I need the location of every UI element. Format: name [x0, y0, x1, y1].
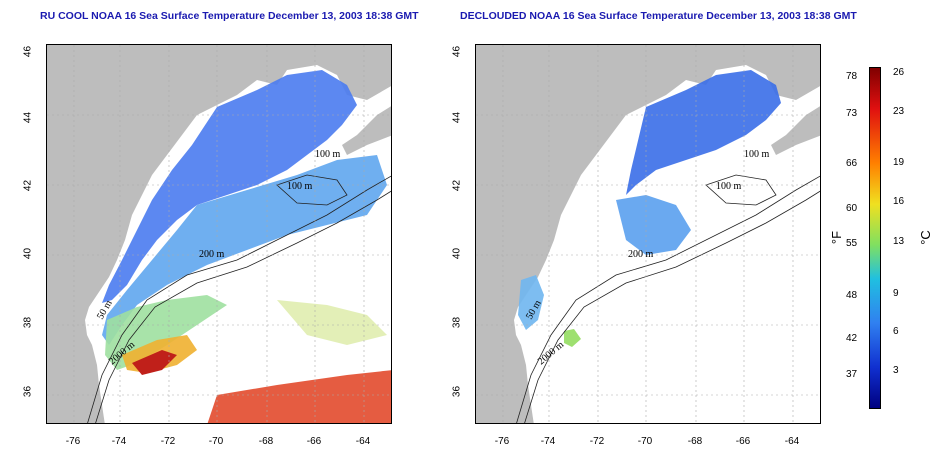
- left-map-canvas: 100 m 100 m 200 m 50 m 2000 m: [47, 45, 391, 423]
- lat-tick: 36: [22, 385, 34, 398]
- lon-tick: -72: [160, 436, 176, 447]
- lon-tick: -74: [111, 436, 127, 447]
- sst-hot-core: [132, 350, 177, 375]
- lat-tick: 40: [451, 247, 463, 260]
- lat-tick: 40: [22, 247, 34, 260]
- colorbar-c-tick: 6: [893, 326, 899, 337]
- contour-line: [95, 190, 391, 423]
- lon-tick: -76: [65, 436, 81, 447]
- left-sst-map: 100 m 100 m 200 m 50 m 2000 m: [46, 44, 392, 424]
- right-sst-map: 100 m 100 m 200 m 50 m 2000 m: [475, 44, 821, 424]
- contour-line: [276, 174, 348, 206]
- colorbar-c-tick: 26: [893, 67, 905, 78]
- sst-cold-north: [626, 70, 781, 195]
- lon-tick: -72: [589, 436, 605, 447]
- colorbar-c-tick: 19: [893, 157, 905, 168]
- unit-fahrenheit-label: °F: [829, 230, 845, 245]
- contour-line: [516, 175, 820, 423]
- contour-line: [524, 190, 820, 423]
- contour-label-100-b: 100 m: [716, 181, 742, 192]
- left-map-title: RU COOL NOAA 16 Sea Surface Temperature …: [40, 10, 419, 22]
- sst-patch-east: [277, 300, 387, 345]
- colorbar-c-tick: 16: [893, 196, 905, 207]
- nova-scotia: [342, 106, 391, 155]
- unit-celsius-label: °C: [917, 230, 933, 245]
- sst-cold-north: [102, 70, 357, 303]
- graticule: [47, 45, 391, 423]
- lon-tick: -64: [355, 436, 371, 447]
- sst-cool-patch-south: [518, 275, 544, 330]
- colorbar-f-tick: 73: [846, 108, 858, 119]
- contour-label-100-a: 100 m: [315, 149, 341, 160]
- contour-label-200: 200 m: [628, 249, 654, 260]
- lat-tick: 46: [451, 45, 463, 58]
- colorbar-f-tick: 42: [846, 333, 858, 344]
- lat-tick: 46: [22, 45, 34, 58]
- colorbar-c-tick: 3: [893, 365, 899, 376]
- colorbar-f-tick: 66: [846, 158, 858, 169]
- lon-tick: -74: [540, 436, 556, 447]
- lat-tick: 44: [451, 111, 463, 124]
- colorbar-f-tick: 55: [846, 238, 858, 249]
- nova-scotia: [771, 106, 820, 155]
- lat-tick: 44: [22, 111, 34, 124]
- lon-tick: -66: [306, 436, 322, 447]
- colorbar-c-tick: 23: [893, 106, 905, 117]
- colorbar-f-tick: 48: [846, 290, 858, 301]
- lon-tick: -64: [784, 436, 800, 447]
- contour-label-2000: 2000 m: [536, 339, 566, 367]
- lon-tick: -70: [637, 436, 653, 447]
- graticule: [476, 45, 820, 423]
- right-map-canvas: 100 m 100 m 200 m 50 m 2000 m: [476, 45, 820, 423]
- colorbar-f-tick: 78: [846, 71, 858, 82]
- lat-tick: 38: [451, 316, 463, 329]
- sst-green-patch: [564, 329, 581, 347]
- lon-tick: -68: [687, 436, 703, 447]
- land-mass: [476, 45, 820, 423]
- lat-tick: 38: [22, 316, 34, 329]
- lat-tick: 42: [451, 179, 463, 192]
- lat-tick: 36: [451, 385, 463, 398]
- lon-tick: -68: [258, 436, 274, 447]
- contour-line: [705, 174, 777, 206]
- contour-label-100-a: 100 m: [744, 149, 770, 160]
- sst-gulf-stream-south: [207, 370, 391, 423]
- right-map-title: DECLOUDED NOAA 16 Sea Surface Temperatur…: [460, 10, 857, 22]
- sst-cool-shelf: [102, 155, 387, 345]
- lat-tick: 42: [22, 179, 34, 192]
- lon-tick: -76: [494, 436, 510, 447]
- temperature-colorbar: [869, 67, 881, 409]
- contour-label-200: 200 m: [199, 249, 225, 260]
- sst-cool-shelf: [616, 195, 691, 255]
- land-mass: [47, 45, 391, 423]
- contour-line: [87, 175, 391, 423]
- colorbar-c-tick: 13: [893, 236, 905, 247]
- contour-label-100-b: 100 m: [287, 181, 313, 192]
- colorbar-f-tick: 37: [846, 369, 858, 380]
- lon-tick: -66: [735, 436, 751, 447]
- colorbar-f-tick: 60: [846, 203, 858, 214]
- colorbar-c-tick: 9: [893, 288, 899, 299]
- lon-tick: -70: [208, 436, 224, 447]
